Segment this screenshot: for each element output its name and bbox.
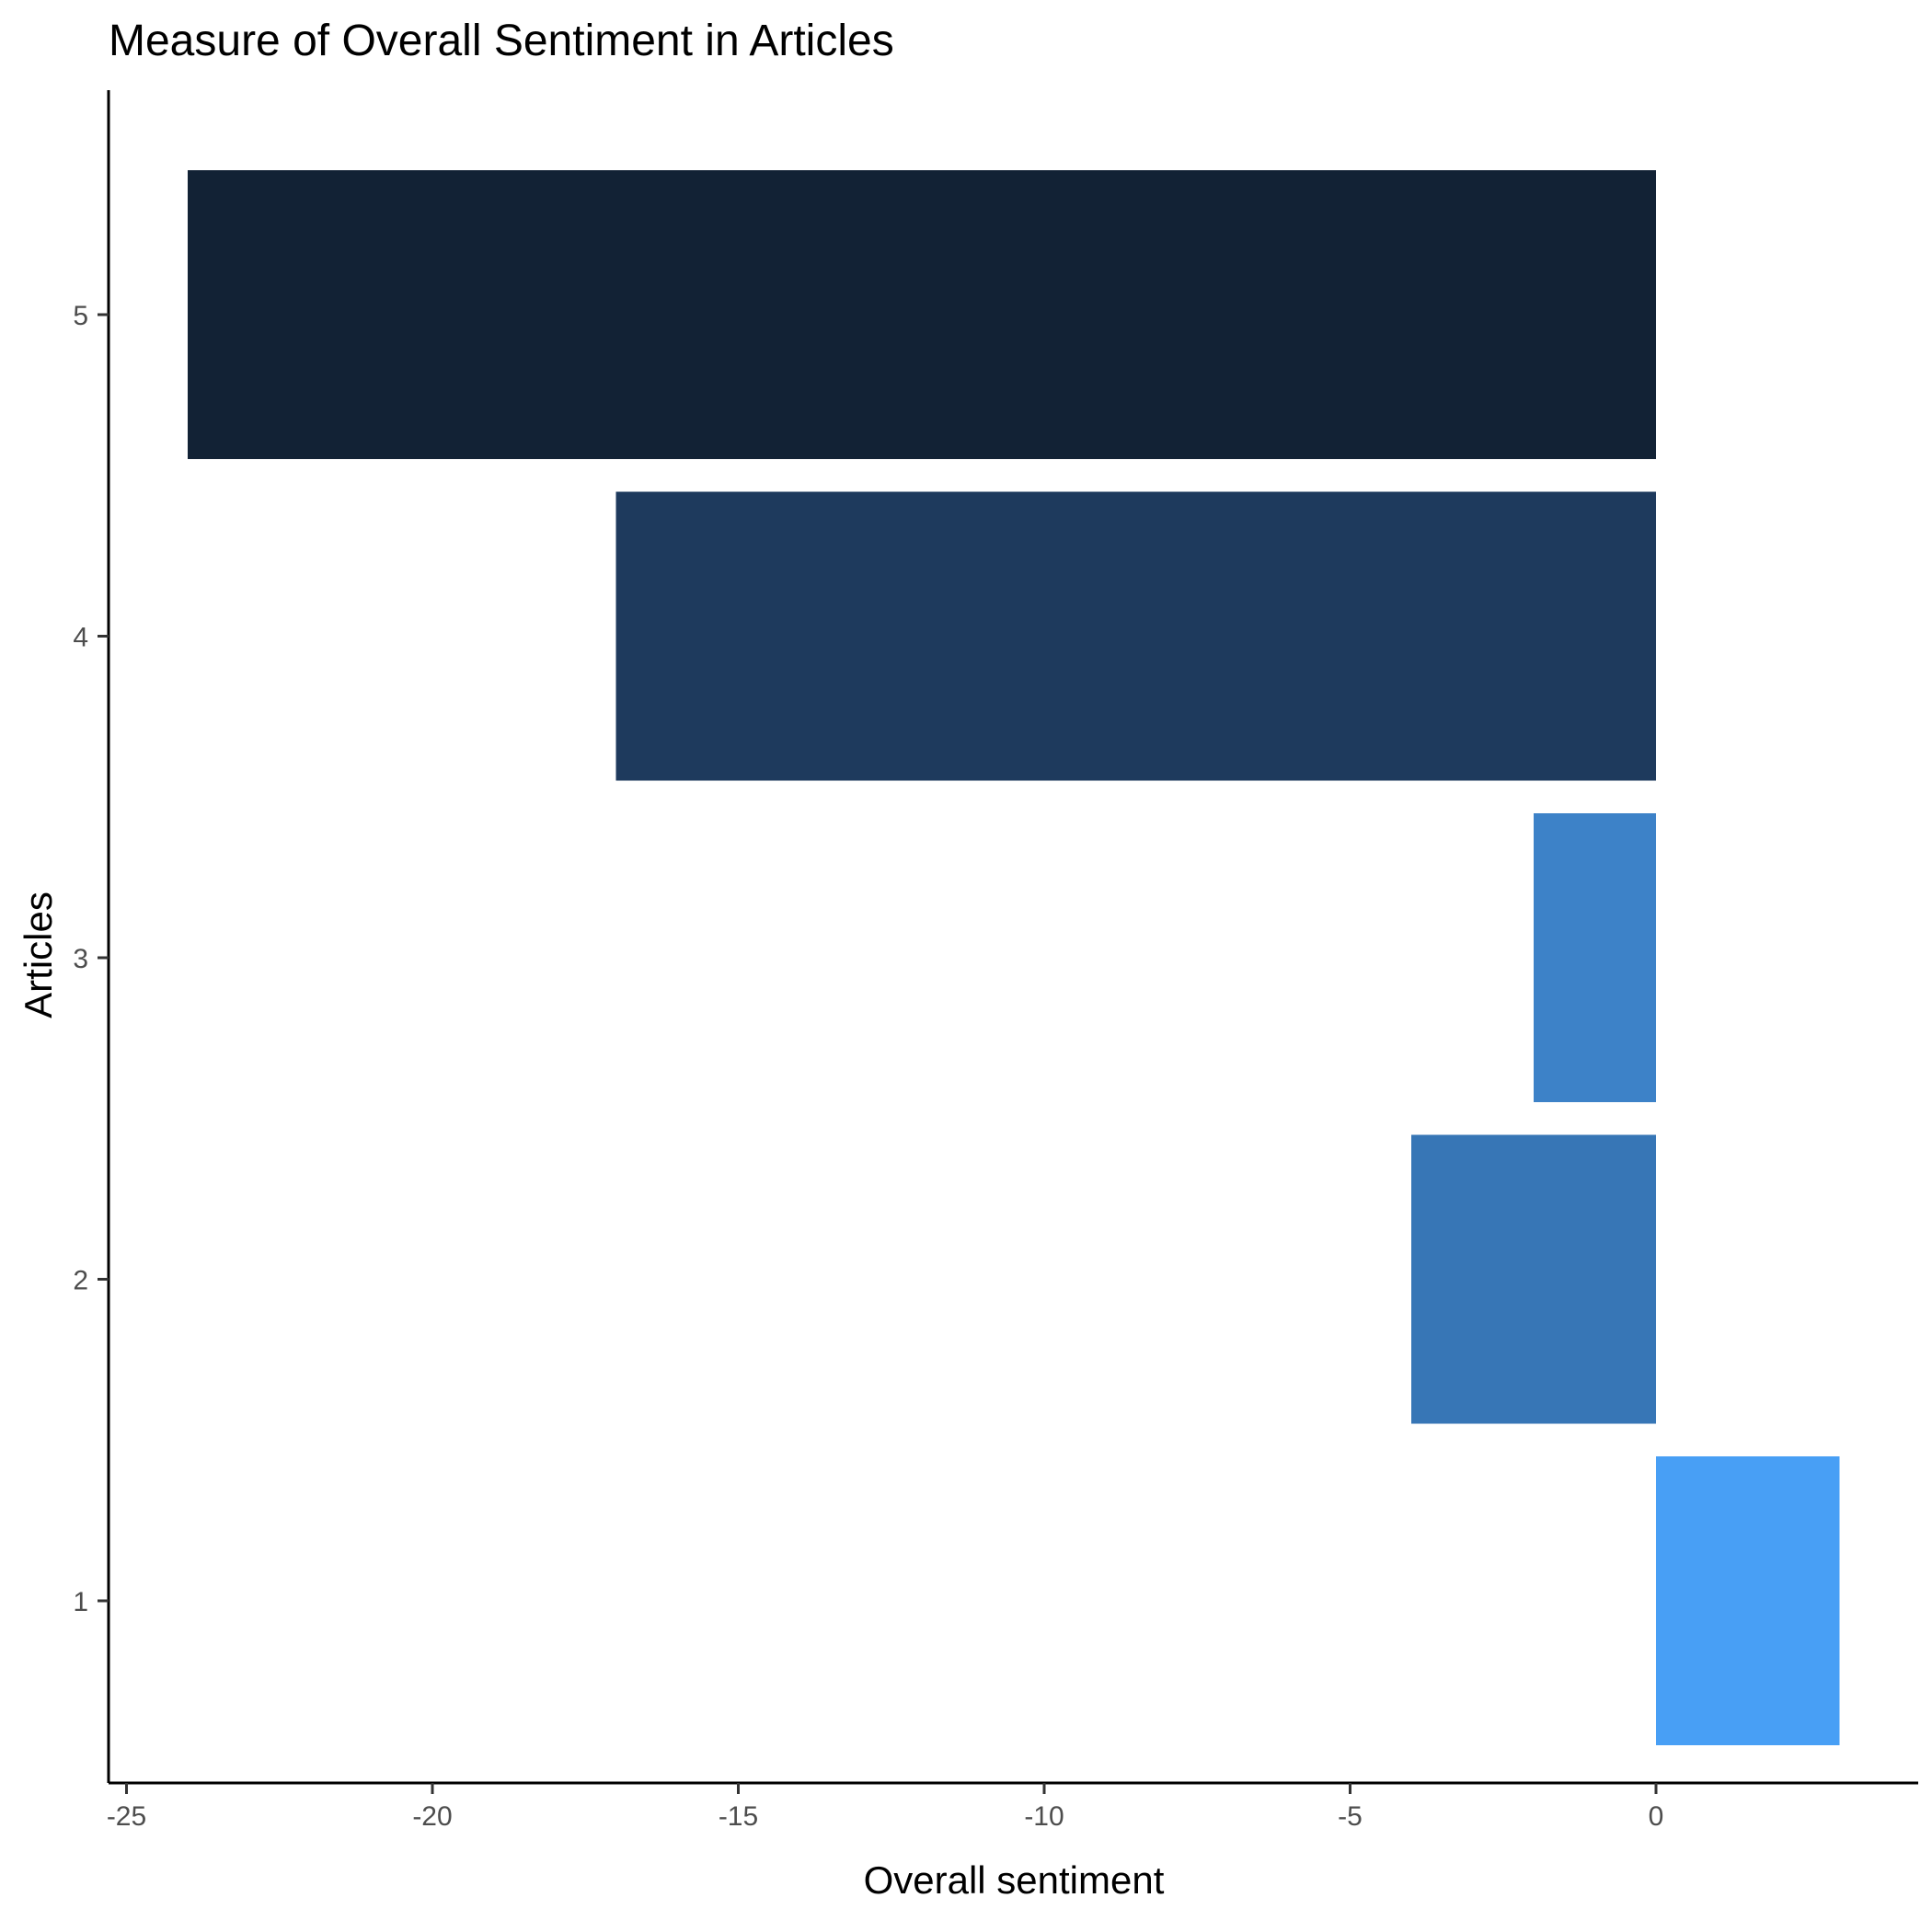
x-tick-label: -20 [412,1801,452,1832]
chart-title: Measure of Overall Sentiment in Articles [109,17,894,65]
y-tick-label: 5 [73,301,88,331]
x-tick-label: -5 [1338,1801,1363,1832]
bar-article-3 [1534,813,1656,1102]
x-tick-label: 0 [1649,1801,1664,1832]
y-tick-label: 3 [73,944,88,974]
bars-group [188,170,1840,1745]
x-tick-label: -15 [719,1801,758,1832]
y-tick-label: 2 [73,1266,88,1296]
bar-article-1 [1656,1456,1840,1745]
y-tick-label: 1 [73,1587,88,1617]
x-ticks-group: -25 -20 -15 -10 -5 0 [107,1783,1664,1832]
bar-article-5 [188,170,1656,459]
x-tick-label: -10 [1024,1801,1064,1832]
bar-article-2 [1411,1134,1656,1424]
y-tick-label: 4 [73,623,88,653]
bar-article-4 [615,491,1656,781]
y-axis-title: Articles [17,891,60,1018]
x-axis-title: Overall sentiment [864,1858,1165,1902]
y-ticks-group: 1 2 3 4 5 [73,301,109,1617]
x-tick-label: -25 [107,1801,146,1832]
